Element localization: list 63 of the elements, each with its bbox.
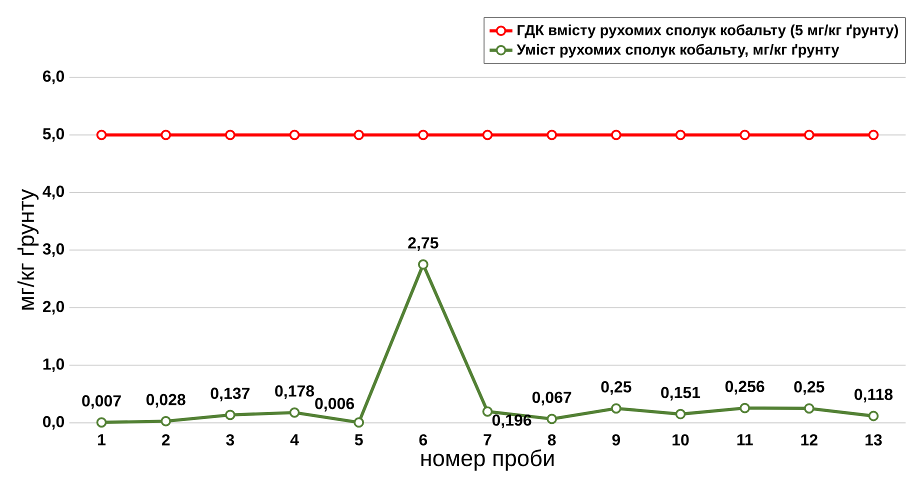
legend-label: Уміст рухомих сполук кобальту, мг/кг ґрунту (516, 44, 840, 58)
point (96, 130, 107, 140)
legend-label: ГДК вмісту рухомих сполук кобальту (5 мг/кг ґрунту) (518, 24, 898, 38)
data-label: 0,25 (601, 381, 632, 395)
data-label: 0,007 (82, 395, 121, 409)
point (354, 417, 364, 428)
y-tick-label: 0,0 (43, 416, 64, 430)
point (482, 406, 493, 417)
y-axis-title: мг/кг ґрунту (17, 189, 39, 310)
data-label: 0,151 (661, 386, 700, 401)
point (289, 407, 300, 418)
point (740, 402, 750, 414)
point (224, 410, 236, 420)
point (610, 403, 622, 414)
point (289, 130, 300, 140)
data-label: 0,196 (492, 414, 532, 428)
y-tick-label: 2,0 (42, 300, 64, 315)
x-tick-label: 5 (354, 434, 363, 446)
point (675, 130, 686, 140)
point (546, 414, 558, 424)
point (610, 130, 622, 140)
point (804, 403, 814, 414)
x-tick-label: 2 (162, 434, 170, 446)
x-axis-title: номер проби (421, 449, 554, 471)
data-label: 0,178 (275, 385, 314, 400)
data-label: 0,256 (725, 380, 764, 395)
point (804, 130, 814, 140)
x-tick-label: 13 (866, 434, 882, 446)
x-tick-label: 3 (226, 434, 234, 446)
y-tick-label: 6,0 (42, 70, 64, 84)
point (160, 416, 172, 426)
y-tick-label: 5,0 (42, 128, 64, 142)
point (418, 130, 428, 140)
point (354, 130, 364, 140)
point (675, 408, 686, 420)
data-label: 0,118 (854, 388, 893, 402)
point (740, 130, 750, 140)
point (224, 130, 236, 140)
data-label: 0,067 (532, 392, 572, 406)
y-tick-label: 4,0 (42, 186, 64, 200)
y-tick-label: 3,0 (42, 243, 64, 257)
data-label: 0,006 (315, 398, 354, 412)
x-tick-label: 10 (672, 434, 689, 446)
point (482, 130, 493, 140)
x-tick-label: 6 (419, 434, 428, 446)
x-tick-label: 11 (737, 434, 753, 446)
point (868, 410, 879, 422)
data-label: 0,137 (210, 388, 250, 402)
x-tick-label: 7 (484, 434, 492, 446)
data-label: 0,25 (794, 381, 824, 395)
data-label: 2,75 (408, 237, 438, 251)
point (868, 130, 879, 140)
point (418, 259, 428, 270)
point (96, 417, 107, 428)
x-tick-label: 9 (612, 434, 620, 446)
x-tick-label: 12 (801, 434, 818, 446)
data-label: 0,028 (146, 394, 186, 408)
x-tick-label: 4 (290, 434, 299, 446)
y-tick-label: 1,0 (43, 358, 64, 372)
x-tick-label: 1 (98, 434, 106, 446)
point (546, 130, 558, 140)
point (160, 130, 172, 140)
x-tick-label: 8 (548, 434, 556, 446)
